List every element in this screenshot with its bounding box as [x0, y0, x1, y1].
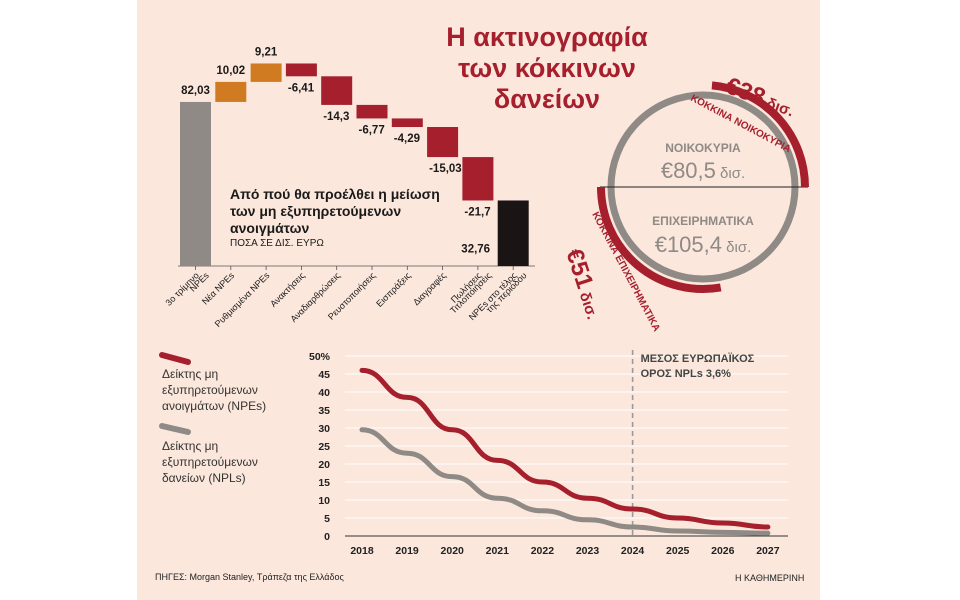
- line-chart-x-tick: 2023: [576, 545, 600, 557]
- line-chart-y-tick: 50%: [309, 351, 331, 363]
- legend-npl-line3: δανείων (NPLs): [162, 471, 246, 485]
- waterfall-unit: ΠΟΣΑ ΣΕ ΔΙΣ. ΕΥΡΩ: [230, 238, 324, 249]
- legend-npe-line3: ανοιγμάτων (NPEs): [162, 399, 267, 413]
- waterfall-bar: [321, 76, 353, 105]
- waterfall-value-label: -21,7: [464, 206, 490, 218]
- legend-npl-swatch: [159, 423, 191, 435]
- line-chart-y-tick: 0: [324, 531, 330, 543]
- legend-npe-label: Δείκτης μη εξυπηρετούμενων ανοιγμάτων (N…: [162, 366, 266, 414]
- line-chart-x-tick: 2025: [666, 545, 690, 557]
- ring-business-total: €105,4 δισ.: [655, 232, 752, 257]
- waterfall-bar: [497, 200, 529, 266]
- legend-npe-line2: εξυπηρετούμενων: [162, 383, 258, 397]
- waterfall-bar: [462, 157, 494, 201]
- line-series-npe: [359, 367, 771, 530]
- ring-business-name: ΕΠΙΧΕΙΡΗΜΑΤΙΚΑ: [652, 214, 754, 228]
- legend-npl-line1: Δείκτης μη: [162, 439, 219, 453]
- line-chart-y-tick: 15: [318, 477, 330, 489]
- waterfall-bar: [250, 63, 282, 82]
- line-chart-x-tick: 2018: [350, 545, 374, 557]
- line-series-npl: [359, 427, 771, 536]
- line-chart-y-tick: 25: [318, 441, 330, 453]
- line-chart-annotation-text: ΜΕΣΟΣ ΕΥΡΩΠΑΪΚΟΣ: [641, 352, 755, 365]
- ring-household-red-arc: [711, 81, 809, 188]
- line-chart-y-tick: 10: [318, 495, 330, 507]
- line-chart-x-tick: 2021: [486, 545, 510, 557]
- waterfall-category-label: Διαγραφές: [411, 270, 448, 307]
- line-chart-x-tick: 2027: [756, 545, 780, 557]
- legend-npe-swatch: [159, 352, 191, 365]
- line-chart-y-tick: 45: [318, 369, 330, 381]
- ring-business-red-value: €51 δισ.: [560, 246, 608, 323]
- ring-household-name: ΝΟΙΚΟΚΥΡΙΑ: [665, 141, 741, 155]
- waterfall-value-label: -15,03: [429, 163, 462, 175]
- waterfall-value-label: 10,02: [216, 65, 245, 77]
- waterfall-value-label: 32,76: [461, 243, 490, 255]
- line-chart-y-tick: 30: [318, 423, 330, 435]
- waterfall-value-label: -6,41: [288, 82, 315, 94]
- line-chart-y-tick: 35: [318, 405, 330, 417]
- legend-npl-line2: εξυπηρετούμενων: [162, 455, 258, 469]
- source-note: ΠΗΓΕΣ: Morgan Stanley, Τράπεζα της Ελλάδ…: [155, 572, 344, 582]
- page-title: Η ακτινογραφία των κόκκινων δανείων: [446, 22, 648, 114]
- legend-npl-label: Δείκτης μη εξυπηρετούμενων δανείων (NPLs…: [162, 438, 258, 486]
- legend-npe-line1: Δείκτης μη: [162, 367, 219, 381]
- line-chart-x-tick: 2024: [621, 545, 645, 557]
- waterfall-bar: [285, 63, 317, 77]
- ring-business-red-arc: [597, 186, 722, 293]
- brand-label: Η ΚΑΘΗΜΕΡΙΝΗ: [735, 573, 805, 583]
- waterfall-bar: [427, 127, 459, 158]
- line-chart-y-tick: 20: [318, 459, 330, 471]
- waterfall-value-label: -4,29: [394, 133, 420, 145]
- waterfall-value-label: 9,21: [255, 46, 278, 58]
- line-chart-annotation-text: ΟΡΟΣ NPLs 3,6%: [641, 368, 732, 380]
- waterfall-value-label: -6,77: [359, 124, 385, 136]
- line-chart-x-tick: 2022: [531, 545, 555, 557]
- line-chart-x-tick: 2026: [711, 545, 735, 557]
- waterfall-title: Από πού θα προέλθει η μείωση των μη εξυπ…: [230, 186, 440, 236]
- line-chart-x-tick: 2019: [395, 545, 419, 557]
- waterfall-value-label: -14,3: [323, 111, 349, 123]
- waterfall-value-label: 82,03: [181, 85, 210, 97]
- waterfall-bar: [215, 81, 247, 102]
- waterfall-bar: [180, 101, 211, 266]
- ring-household-total: €80,5 δισ.: [661, 158, 745, 183]
- line-chart-y-tick: 5: [324, 513, 330, 525]
- line-chart-x-tick: 2020: [441, 545, 465, 557]
- line-chart-y-tick: 40: [318, 387, 330, 399]
- waterfall-bar: [356, 104, 388, 119]
- waterfall-category-label: Εισπράξεις: [374, 270, 413, 309]
- waterfall-bar: [391, 118, 423, 128]
